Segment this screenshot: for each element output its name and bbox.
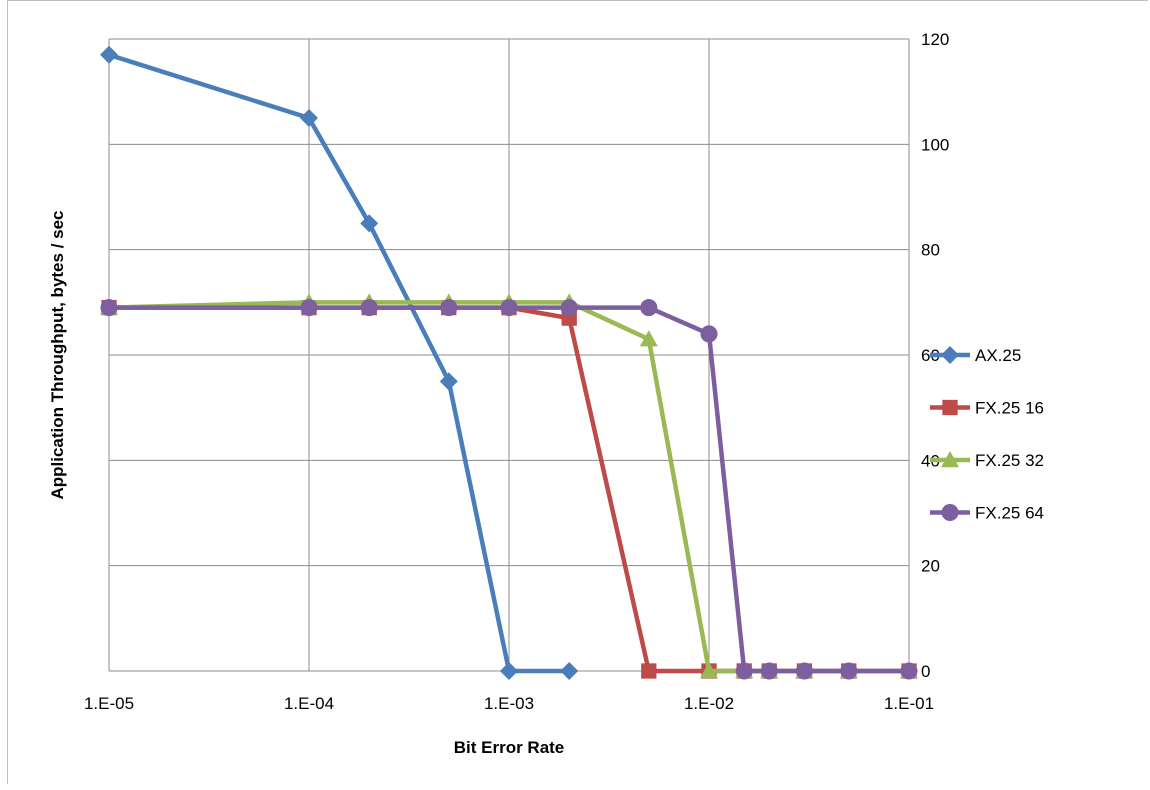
- x-tick-label: 1.E-01: [884, 694, 934, 713]
- x-axis-title: Bit Error Rate: [454, 738, 565, 757]
- y-tick-label: 20: [921, 557, 940, 576]
- data-point: [300, 109, 318, 127]
- data-point: [700, 662, 718, 679]
- gridlines: [108, 38, 910, 672]
- data-point: [100, 299, 118, 317]
- legend-label: FX.25 64: [975, 504, 1044, 523]
- data-point: [700, 325, 718, 343]
- data-point: [560, 662, 579, 680]
- data-point: [639, 330, 658, 347]
- y-tick-label: 80: [921, 241, 940, 260]
- legend-label: FX.25 16: [975, 399, 1044, 418]
- data-point: [300, 299, 318, 317]
- x-tick-label: 1.E-04: [284, 694, 334, 713]
- y-tick-label: 100: [921, 135, 949, 154]
- data-point: [560, 299, 578, 317]
- data-point: [941, 451, 959, 468]
- y-tick-label: 0: [921, 662, 930, 681]
- tick-labels: 0204060801001201.E-051.E-041.E-031.E-021…: [84, 30, 949, 713]
- series-line: [108, 52, 570, 674]
- legend: AX.25 FX.25 16 FX.25 32 FX.25 64: [930, 346, 1044, 523]
- data-point: [900, 662, 918, 680]
- data-point: [640, 299, 658, 317]
- x-tick-label: 1.E-03: [484, 694, 534, 713]
- x-tick-label: 1.E-05: [84, 694, 134, 713]
- legend-item: FX.25 32: [930, 451, 1044, 470]
- data-point: [941, 346, 959, 364]
- data-point: [641, 663, 657, 679]
- y-axis-title: Application Throughput, bytes / sec: [48, 210, 67, 499]
- legend-item: AX.25: [930, 346, 1021, 365]
- data-point: [795, 662, 813, 680]
- data-point: [942, 399, 958, 416]
- y-tick-label: 120: [921, 30, 949, 49]
- legend-item: FX.25 16: [930, 399, 1044, 418]
- x-tick-label: 1.E-02: [684, 694, 734, 713]
- data-point: [440, 299, 458, 317]
- data-point: [360, 214, 379, 233]
- line-chart: 0204060801001201.E-051.E-041.E-031.E-021…: [48, 30, 1044, 757]
- chart-frame: 0204060801001201.E-051.E-041.E-031.E-021…: [7, 0, 1148, 784]
- data-point: [760, 662, 778, 680]
- data-point: [735, 662, 753, 680]
- series-layer: [100, 45, 918, 680]
- legend-label: AX.25: [975, 346, 1021, 365]
- data-point: [500, 662, 518, 680]
- legend-item: FX.25 64: [930, 504, 1044, 523]
- legend-label: FX.25 32: [975, 451, 1044, 470]
- data-point: [439, 372, 458, 391]
- series: [100, 299, 918, 680]
- data-point: [500, 299, 518, 317]
- data-point: [941, 503, 959, 522]
- data-point: [100, 45, 118, 64]
- data-point: [360, 299, 378, 317]
- series: [100, 45, 579, 680]
- data-point: [840, 662, 858, 680]
